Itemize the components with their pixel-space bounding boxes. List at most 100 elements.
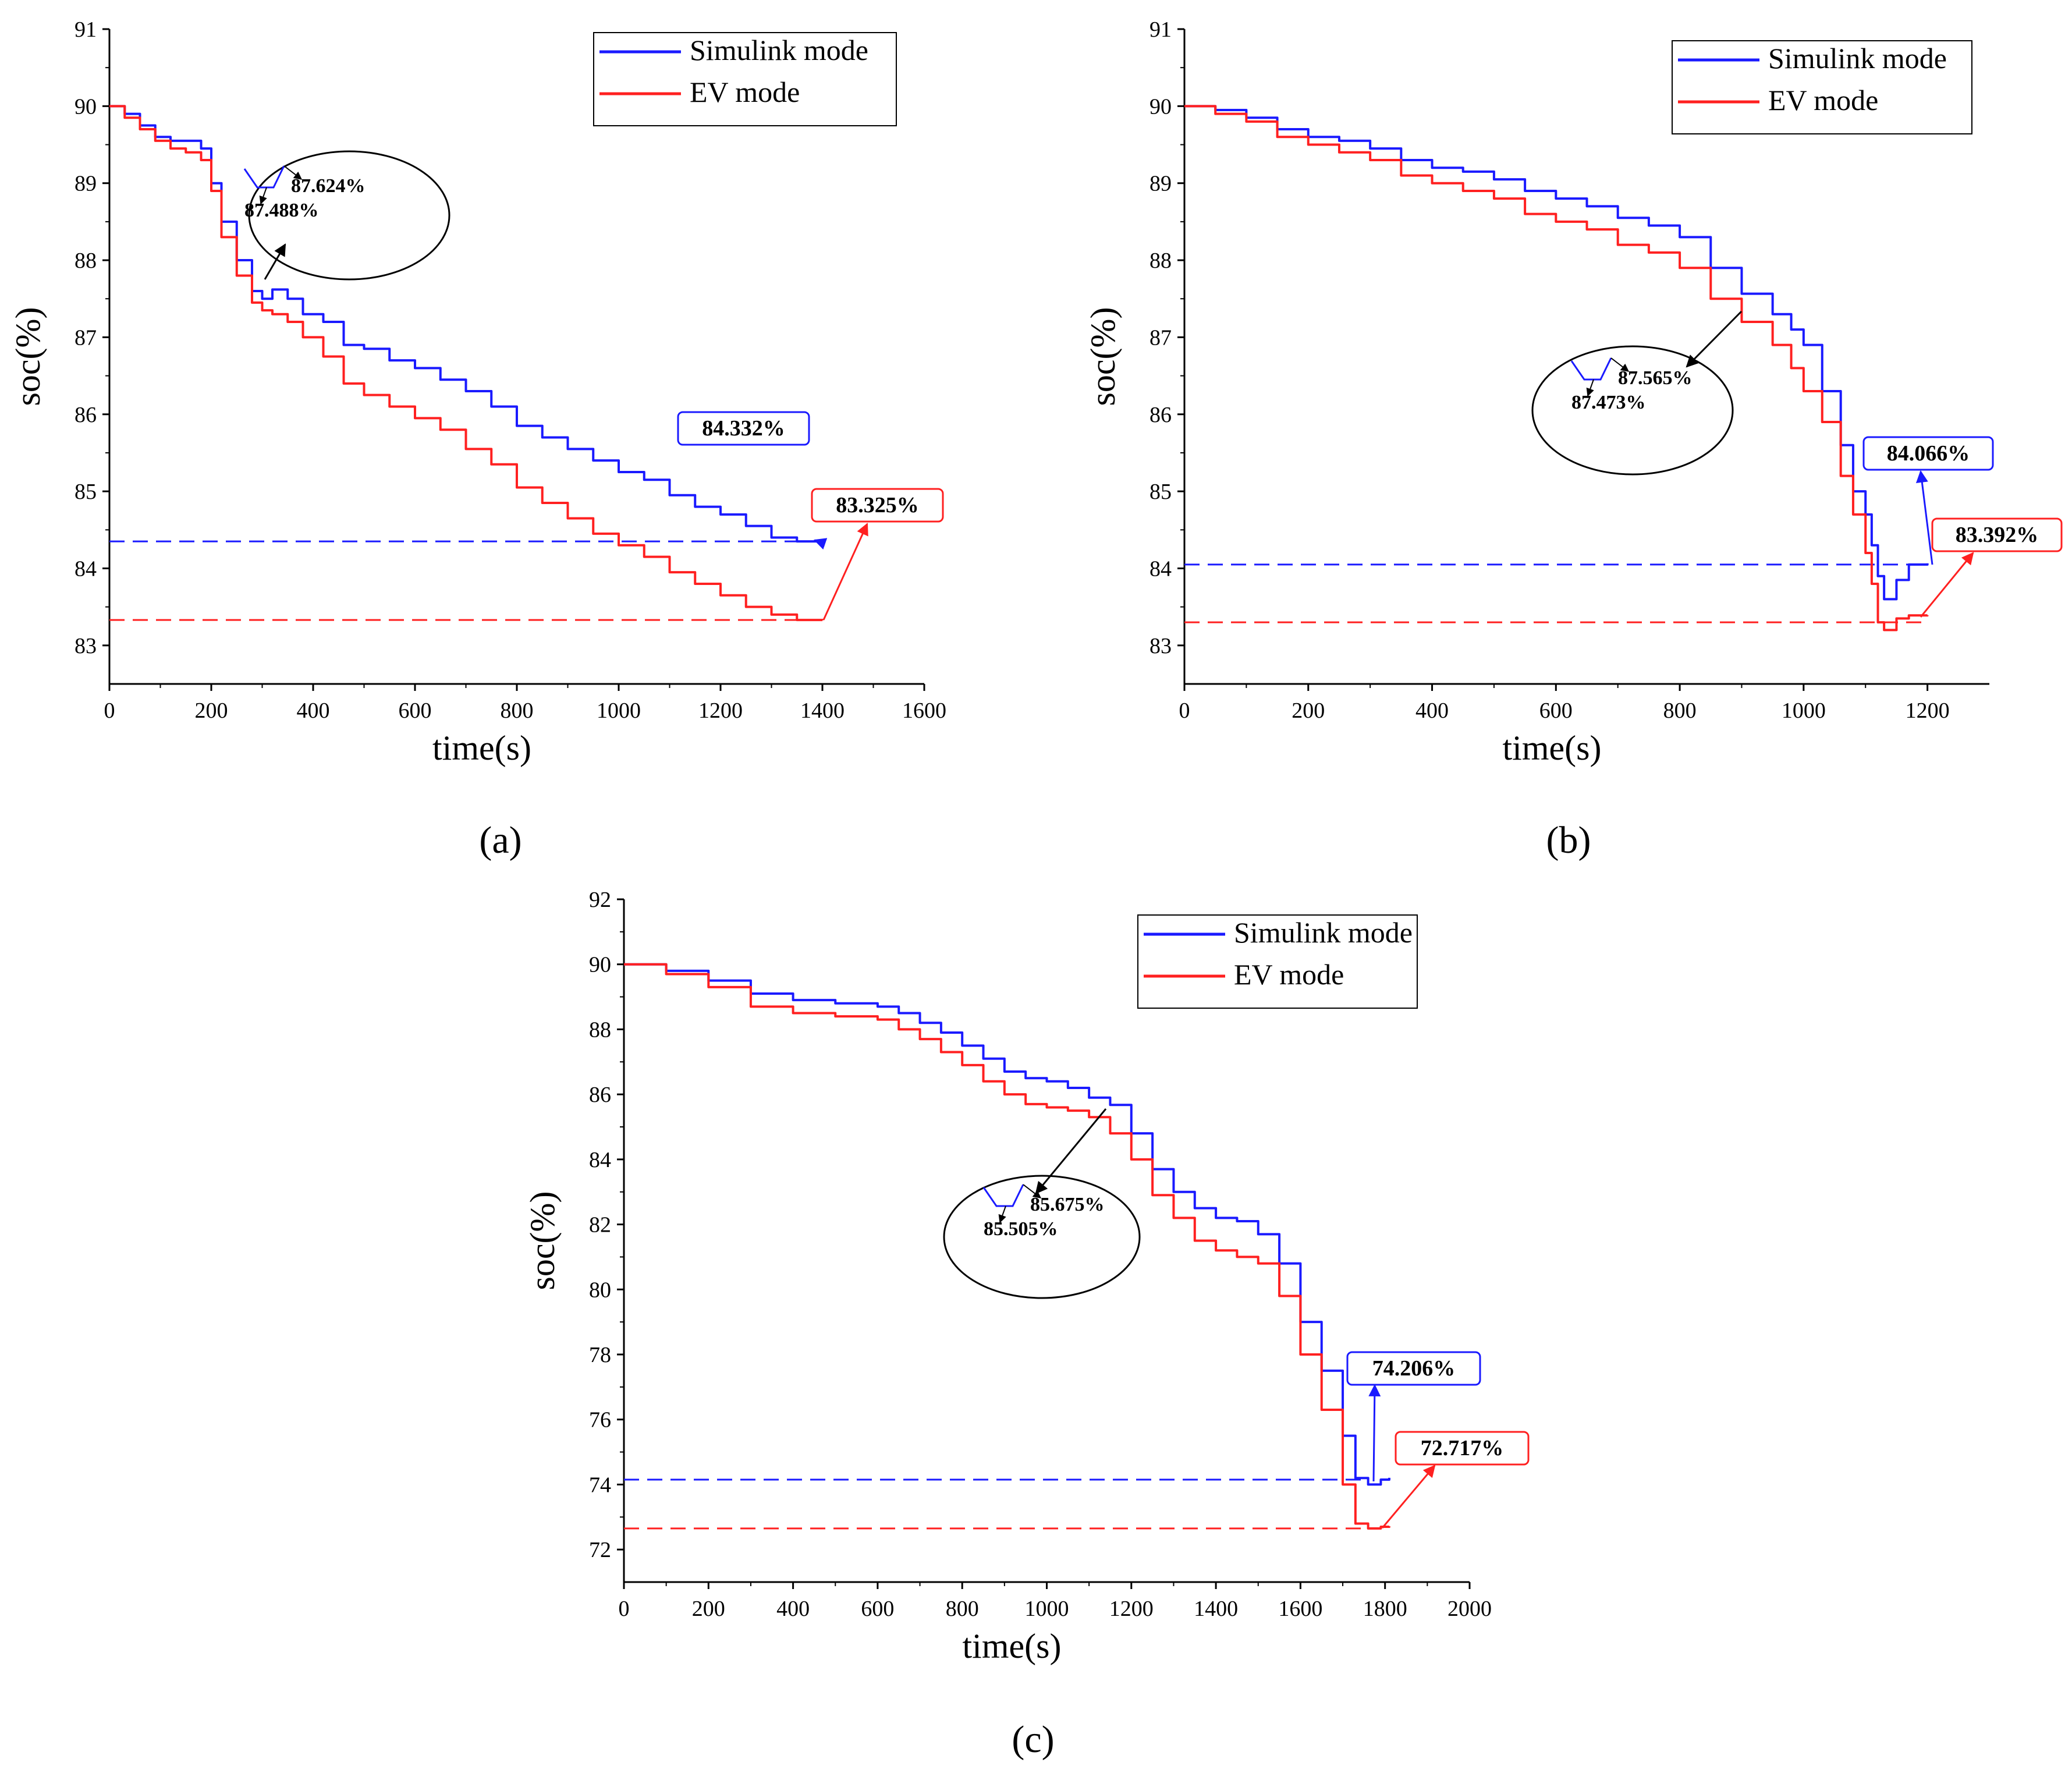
inset-ellipse bbox=[943, 1175, 1141, 1299]
y-tick-label: 85 bbox=[74, 480, 97, 504]
x-tick-label: 800 bbox=[946, 1597, 979, 1621]
callout-simulink: 74.206% bbox=[1346, 1351, 1481, 1482]
callout-ev: 83.392% bbox=[1920, 517, 2063, 618]
series-line-simulink bbox=[1184, 105, 1929, 601]
legend-box bbox=[1137, 914, 1418, 1009]
inset-pointer-arrow bbox=[1035, 1108, 1107, 1194]
x-tick-label: 1000 bbox=[1025, 1597, 1069, 1621]
y-tick-label: 85 bbox=[1149, 480, 1172, 504]
y-tick-label: 82 bbox=[589, 1213, 611, 1237]
y-tick-label: 84 bbox=[1149, 556, 1172, 581]
chart-panel-b: 0 200 400 600 800 1000 1200 83 84 85 86 87 88 89 90 91 t… bbox=[1084, 17, 2063, 861]
callout-simulink: 84.332% bbox=[677, 411, 828, 550]
y-tick-label: 83 bbox=[74, 634, 97, 658]
x-tick-label: 1600 bbox=[1278, 1597, 1322, 1621]
legend-label-simulink: Simulink mode bbox=[1768, 42, 1947, 75]
callout-arrow bbox=[1381, 1464, 1436, 1529]
x-tick-label: 800 bbox=[1663, 698, 1697, 723]
inset-arrow-top bbox=[1023, 1184, 1042, 1198]
x-tick-label: 400 bbox=[1415, 698, 1449, 723]
panel-caption: (b) bbox=[1546, 819, 1591, 861]
inset-arrow-bottom bbox=[998, 1205, 1006, 1224]
legend-box bbox=[593, 32, 897, 126]
x-tick-label: 1200 bbox=[698, 698, 743, 723]
series-line-ev bbox=[109, 105, 824, 622]
callout-box bbox=[1931, 517, 2063, 552]
y-tick-label: 83 bbox=[1149, 634, 1172, 658]
x-axis-label: time(s) bbox=[963, 1627, 1062, 1665]
callout-value: 72.717% bbox=[1421, 1436, 1504, 1460]
legend-label-simulink: Simulink mode bbox=[690, 34, 868, 66]
x-tick-label: 2000 bbox=[1447, 1597, 1492, 1621]
y-tick-label: 87 bbox=[74, 325, 97, 350]
inset-arrow-top bbox=[1610, 357, 1630, 372]
callout-value: 84.332% bbox=[702, 416, 785, 441]
inset-curve bbox=[243, 165, 285, 189]
callout-value: 74.206% bbox=[1372, 1356, 1456, 1381]
callout-box bbox=[1862, 436, 1994, 471]
y-tick-label: 86 bbox=[589, 1083, 611, 1107]
y-tick-label: 87 bbox=[1149, 325, 1172, 350]
legend-box bbox=[1672, 40, 1972, 134]
series-line-ev bbox=[1184, 105, 1929, 632]
y-tick-label: 80 bbox=[589, 1278, 611, 1302]
inset-label-bottom: 87.488% bbox=[244, 200, 319, 221]
inset-label-bottom: 87.473% bbox=[1571, 392, 1646, 413]
callout-simulink: 84.066% bbox=[1862, 436, 1994, 565]
x-tick-label: 200 bbox=[1292, 698, 1325, 723]
inset-arrow-bottom bbox=[259, 187, 267, 205]
y-tick-label: 90 bbox=[589, 953, 611, 977]
legend: Simulink mode EV mode bbox=[593, 32, 897, 126]
zoom-inset: 87.624% 87.488% bbox=[243, 150, 450, 281]
x-axis-label: time(s) bbox=[432, 729, 531, 767]
legend-label-ev: EV mode bbox=[1234, 958, 1344, 991]
callout-ev: 83.325% bbox=[811, 488, 944, 620]
inset-curve bbox=[1570, 357, 1612, 381]
series-line-ev bbox=[624, 963, 1390, 1530]
zoom-inset: 87.565% 87.473% bbox=[1531, 310, 1743, 476]
panel-caption: (a) bbox=[479, 819, 521, 861]
y-tick-label: 88 bbox=[589, 1017, 611, 1042]
y-tick-label: 92 bbox=[589, 888, 611, 912]
x-tick-label: 600 bbox=[861, 1597, 894, 1621]
x-tick-label: 1800 bbox=[1363, 1597, 1407, 1621]
x-tick-label: 0 bbox=[1179, 698, 1190, 723]
y-tick-label: 89 bbox=[74, 172, 97, 196]
inset-ellipse bbox=[248, 150, 450, 281]
y-tick-label: 88 bbox=[1149, 249, 1172, 273]
x-tick-label: 200 bbox=[195, 698, 228, 723]
x-tick-label: 400 bbox=[297, 698, 330, 723]
y-axis-label: soc(%) bbox=[523, 1191, 562, 1290]
callout-box bbox=[1346, 1351, 1481, 1386]
x-tick-label: 1600 bbox=[902, 698, 946, 723]
legend-label-ev: EV mode bbox=[1768, 84, 1878, 116]
y-axis-label: soc(%) bbox=[1084, 307, 1122, 406]
x-tick-label: 0 bbox=[619, 1597, 630, 1621]
y-tick-label: 90 bbox=[1149, 94, 1172, 119]
x-tick-label: 600 bbox=[1539, 698, 1573, 723]
legend-label-simulink: Simulink mode bbox=[1234, 916, 1413, 949]
y-tick-label: 91 bbox=[74, 17, 97, 42]
callout-value: 83.392% bbox=[1956, 523, 2039, 547]
chart-panel-c: 0 200 400 600 800 1000 1200 1400 1600 1800 2000 72 7… bbox=[523, 888, 1530, 1761]
callout-box bbox=[811, 488, 944, 523]
x-tick-label: 200 bbox=[692, 1597, 725, 1621]
y-tick-label: 72 bbox=[589, 1538, 611, 1562]
x-tick-label: 1000 bbox=[1782, 698, 1826, 723]
inset-pointer-arrow bbox=[264, 243, 286, 280]
legend: Simulink mode EV mode bbox=[1137, 914, 1418, 1009]
y-tick-label: 84 bbox=[74, 556, 97, 581]
chart-panel-a: 0 200 400 600 800 1000 1200 1400 1600 83 84 85 86 87 8… bbox=[9, 17, 946, 861]
y-tick-label: 89 bbox=[1149, 172, 1172, 196]
inset-label-top: 85.675% bbox=[1030, 1194, 1105, 1215]
inset-pointer-arrow bbox=[1686, 310, 1743, 368]
y-tick-label: 84 bbox=[589, 1148, 611, 1172]
legend-label-ev: EV mode bbox=[690, 76, 800, 108]
series-line-simulink bbox=[624, 963, 1390, 1486]
inset-curve bbox=[982, 1184, 1024, 1207]
x-tick-label: 1000 bbox=[597, 698, 641, 723]
zoom-inset: 85.675% 85.505% bbox=[943, 1108, 1141, 1299]
x-tick-label: 600 bbox=[399, 698, 432, 723]
callout-arrow bbox=[814, 538, 828, 550]
